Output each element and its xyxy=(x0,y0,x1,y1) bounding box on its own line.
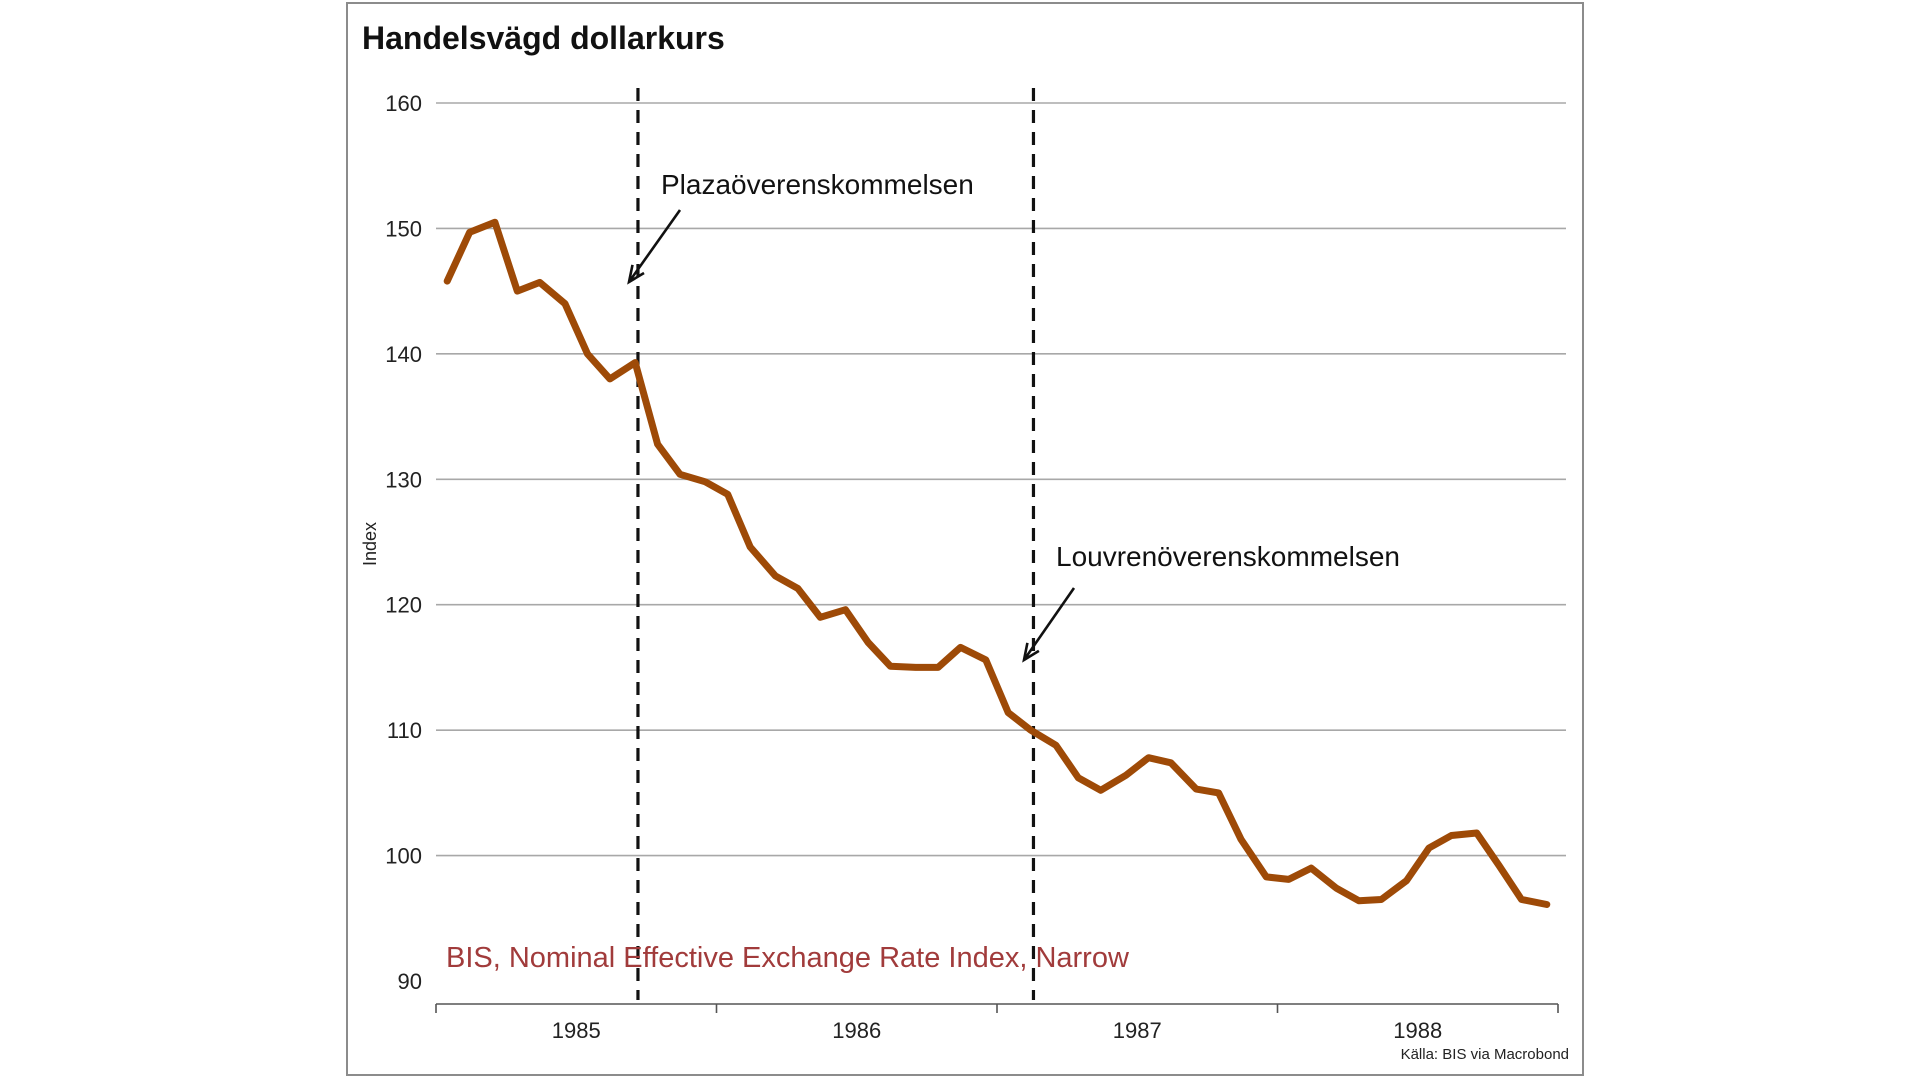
y-tick-label: 100 xyxy=(385,844,422,869)
arrow-head xyxy=(1022,642,1040,663)
chart-title: Handelsvägd dollarkurs xyxy=(362,20,725,56)
annotation-arrow xyxy=(627,209,682,283)
series-label: BIS, Nominal Effective Exchange Rate Ind… xyxy=(446,942,1130,974)
annotations: Plazaöverenskommelsen Louvrenöverenskomme… xyxy=(627,169,1400,663)
x-tick-label: 1985 xyxy=(552,1018,601,1043)
annotation-label: Plazaöverenskommelsen xyxy=(661,169,974,200)
y-axis-label: Index xyxy=(360,522,380,566)
series-layer xyxy=(443,218,1551,908)
annotation-label: Louvrenöverenskommelsen xyxy=(1056,541,1400,572)
x-tick-label: 1988 xyxy=(1393,1018,1442,1043)
grid-lines xyxy=(436,102,1566,857)
source-label: Källa: BIS via Macrobond xyxy=(1401,1046,1569,1063)
event-lines xyxy=(636,88,1036,1000)
y-tick-label: 160 xyxy=(385,91,422,116)
y-tick-label: 130 xyxy=(385,467,422,492)
y-tick-labels: 160 150 140 130 120 110 100 90 xyxy=(385,91,422,994)
y-tick-label: 120 xyxy=(385,593,422,618)
y-tick-label: 110 xyxy=(387,718,422,743)
y-tick-label: 90 xyxy=(398,969,422,994)
x-axis: 1985 1986 1987 1988 xyxy=(435,1003,1559,1043)
chart-svg: 160 150 140 130 120 110 100 90 1985 1986 1987 1988… xyxy=(360,88,1569,1063)
x-tick-label: 1986 xyxy=(832,1018,881,1043)
y-tick-label: 140 xyxy=(385,342,422,367)
chart-frame: Handelsvägd dollarkurs 160 150 140 130 120 11… xyxy=(346,2,1584,1076)
arrow-head xyxy=(627,264,645,285)
series-line xyxy=(443,218,1551,908)
annotation-arrow xyxy=(1022,587,1076,661)
y-tick-label: 150 xyxy=(385,216,422,241)
x-tick-label: 1987 xyxy=(1113,1018,1162,1043)
